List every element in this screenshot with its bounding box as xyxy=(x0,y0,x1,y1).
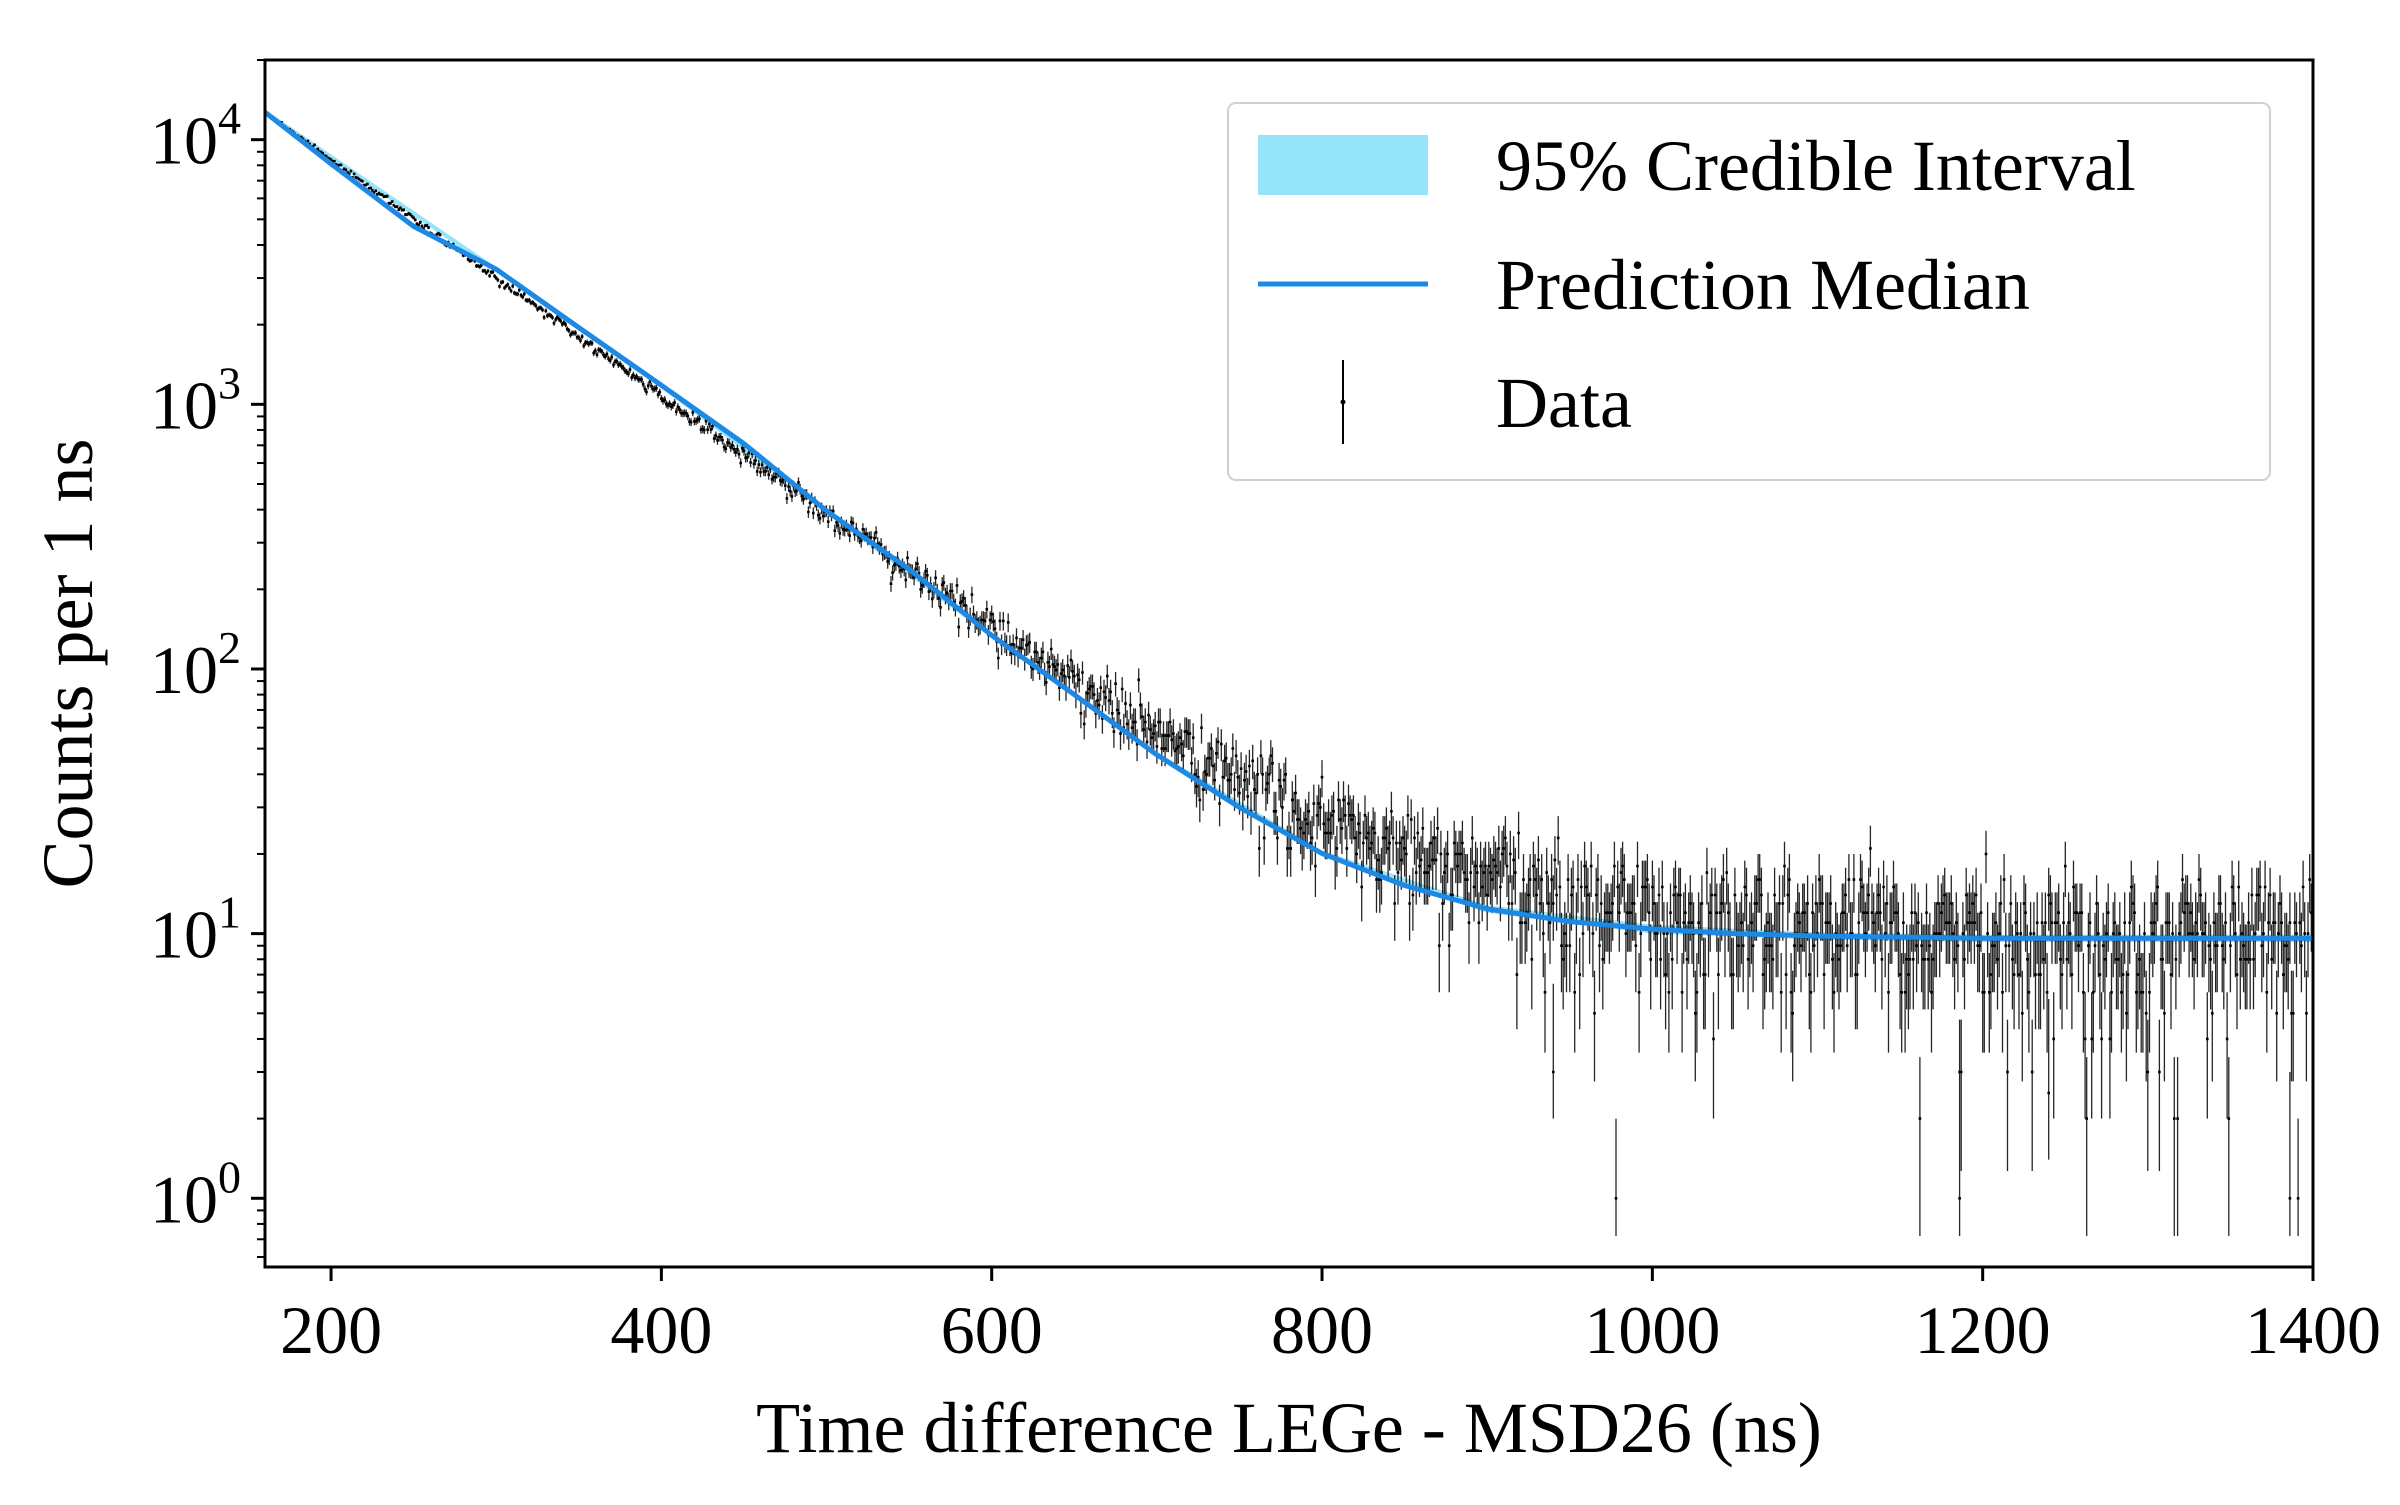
x-axis: 200 400 600 800 1000 1200 1400 xyxy=(280,1267,2381,1368)
x-tick-label: 800 xyxy=(1271,1292,1373,1368)
prediction-median-line xyxy=(265,110,2313,941)
y-tick-label: 101 xyxy=(150,887,241,973)
x-tick-label: 1000 xyxy=(1584,1292,1720,1368)
legend-label-data: Data xyxy=(1496,363,1632,443)
legend-label-prediction-median: Prediction Median xyxy=(1496,245,2030,325)
y-axis: 100 101 102 103 104 xyxy=(150,59,265,1258)
x-tick-label: 1200 xyxy=(1915,1292,2051,1368)
y-tick-label: 103 xyxy=(150,357,241,443)
data-points-layer xyxy=(265,111,2313,1236)
legend-box xyxy=(1227,102,2271,481)
legend: 95% Credible Interval Prediction Median … xyxy=(1227,102,2271,481)
plot-content xyxy=(265,109,2313,1236)
x-tick-label: 200 xyxy=(280,1292,382,1368)
y-tick-label: 104 xyxy=(150,93,241,179)
y-axis-label: Counts per 1 ns xyxy=(28,439,108,889)
legend-band-swatch xyxy=(1258,135,1428,195)
y-tick-label: 100 xyxy=(150,1151,241,1237)
legend-errorbar-dot xyxy=(1340,399,1346,405)
x-tick-label: 400 xyxy=(610,1292,712,1368)
data-points xyxy=(265,111,2313,1200)
x-tick-label: 600 xyxy=(941,1292,1043,1368)
x-axis-label: Time difference LEGe - MSD26 (ns) xyxy=(756,1388,1822,1468)
legend-label-credible-interval: 95% Credible Interval xyxy=(1496,126,2136,206)
median-line-layer xyxy=(265,110,2313,941)
x-tick-label: 1400 xyxy=(2245,1292,2381,1368)
y-tick-label: 102 xyxy=(150,622,241,708)
plot-frame xyxy=(263,58,2315,1269)
